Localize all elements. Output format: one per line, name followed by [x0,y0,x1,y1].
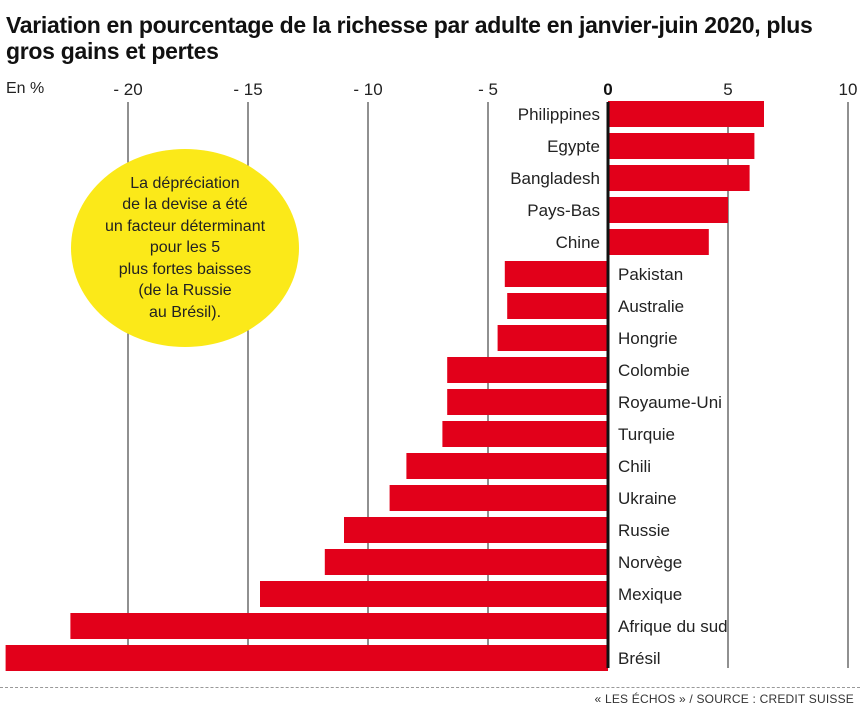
bar-17 [5,645,609,671]
bar-15 [260,581,608,607]
tick-label-1: - 15 [233,80,263,99]
callout-text: La dépréciation de la devise a été un fa… [104,174,266,321]
category-label-7: Hongrie [618,329,678,348]
tick-label-5: 5 [723,80,733,99]
bar-8 [447,357,608,383]
bar-0 [608,101,764,127]
bar-13 [344,517,608,543]
category-label-3: Pays-Bas [527,201,600,220]
bar-10 [442,421,608,447]
category-label-6: Australie [618,297,684,316]
category-label-15: Mexique [618,585,682,604]
category-label-14: Norvège [618,553,682,572]
category-label-10: Turquie [618,425,675,444]
bar-9 [447,389,608,415]
callout-bubble: La dépréciation de la devise a été un fa… [71,149,299,347]
bar-3 [608,197,728,223]
tick-label-6: 10 [838,80,858,99]
category-label-9: Royaume-Uni [618,393,722,412]
bar-7 [497,325,608,351]
bar-14 [324,549,608,575]
bar-12 [389,485,608,511]
bar-5 [504,261,608,287]
category-label-11: Chili [618,457,651,476]
tick-label-4: 0 [603,80,613,99]
bar-4 [608,229,709,255]
category-label-13: Russie [618,521,670,540]
category-label-16: Afrique du sud [618,617,728,636]
category-label-8: Colombie [618,361,690,380]
bar-16 [70,613,608,639]
bar-1 [608,133,755,159]
category-label-4: Chine [556,233,600,252]
category-label-5: Pakistan [618,265,683,284]
bar-11 [406,453,608,479]
category-label-17: Brésil [618,649,661,668]
category-label-12: Ukraine [618,489,677,508]
tick-label-3: - 5 [478,80,498,99]
bar-6 [507,293,608,319]
category-label-0: Philippines [518,105,600,124]
tick-label-2: - 10 [353,80,383,99]
tick-label-0: - 20 [113,80,143,99]
category-label-2: Bangladesh [510,169,600,188]
category-label-1: Egypte [547,137,600,156]
unit-label: En % [6,80,45,97]
bar-2 [608,165,750,191]
footer-divider [0,687,860,688]
chart-title: Variation en pourcentage de la richesse … [6,12,813,64]
source-credit: « LES ÉCHOS » / SOURCE : CREDIT SUISSE [594,692,854,706]
